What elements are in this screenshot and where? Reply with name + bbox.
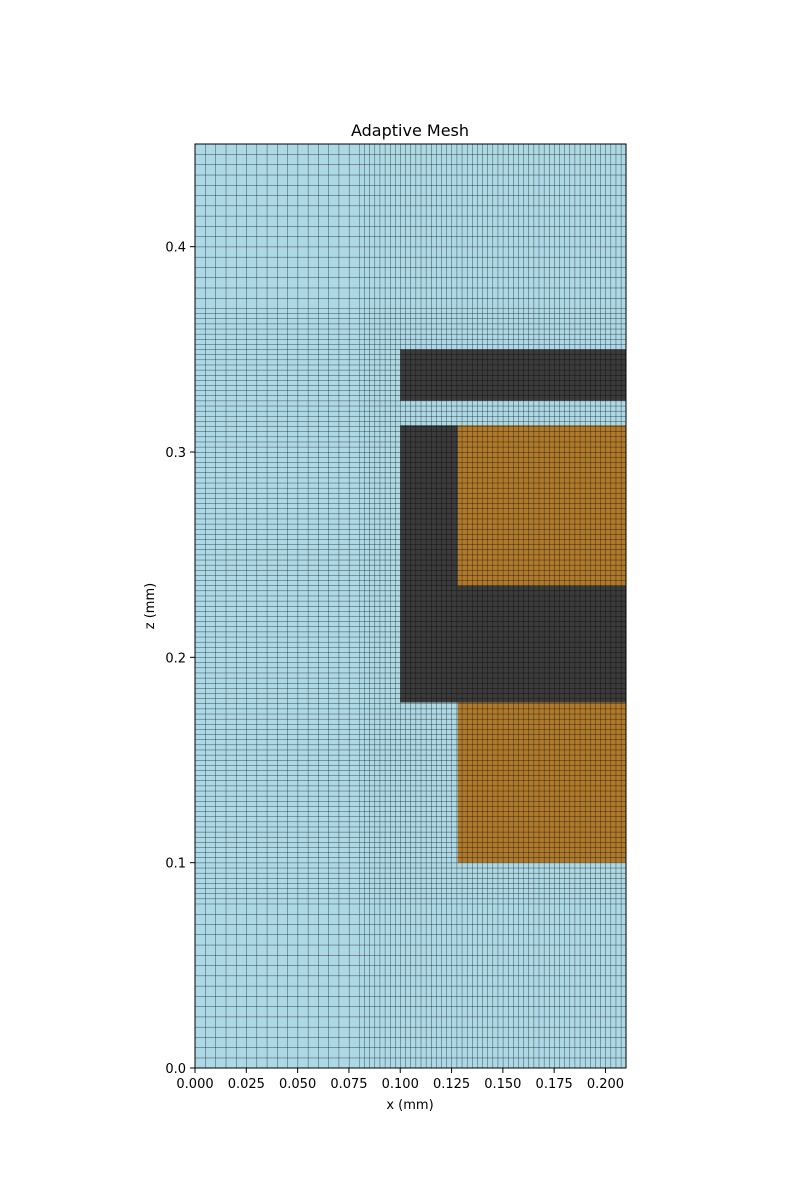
mesh-zone-fine-5 (359, 308, 626, 904)
plot-area (195, 144, 626, 1068)
mesh-zone-coarse-0 (195, 903, 360, 1068)
x-tick-label: 0.025 (228, 1077, 265, 1092)
x-tick-label: 0.100 (382, 1077, 419, 1092)
y-tick-label: 0.1 (165, 857, 186, 872)
x-tick-label: 0.075 (330, 1077, 367, 1092)
y-axis-label: z (mm) (143, 583, 158, 629)
x-tick-label: 0.000 (176, 1077, 213, 1092)
x-tick-label: 0.200 (587, 1077, 624, 1092)
x-tick-label: 0.050 (279, 1077, 316, 1092)
x-tick-label: 0.125 (433, 1077, 470, 1092)
x-tick-label: 0.150 (484, 1077, 521, 1092)
x-axis-label: x (mm) (386, 1098, 433, 1113)
mesh-zone-medium-3 (359, 903, 626, 1068)
plot-frame (194, 143, 627, 1069)
y-tick-label: 0.3 (165, 446, 186, 461)
mesh-zone-medium-4 (359, 144, 626, 309)
mesh-zone-coarse-1 (195, 144, 360, 309)
y-tick-label: 0.2 (165, 651, 186, 666)
y-axis: 0.0 0.1 0.2 0.3 0.4 (165, 241, 195, 1077)
chart-title: Adaptive Mesh (351, 121, 469, 140)
x-tick-label: 0.175 (536, 1077, 573, 1092)
x-axis: 0.000 0.025 0.050 0.075 0.100 0.125 0.150 0.175… (176, 1068, 624, 1092)
mesh-zone-medium-2 (195, 308, 360, 904)
y-tick-label: 0.0 (165, 1062, 186, 1077)
y-tick-label: 0.4 (165, 241, 186, 256)
